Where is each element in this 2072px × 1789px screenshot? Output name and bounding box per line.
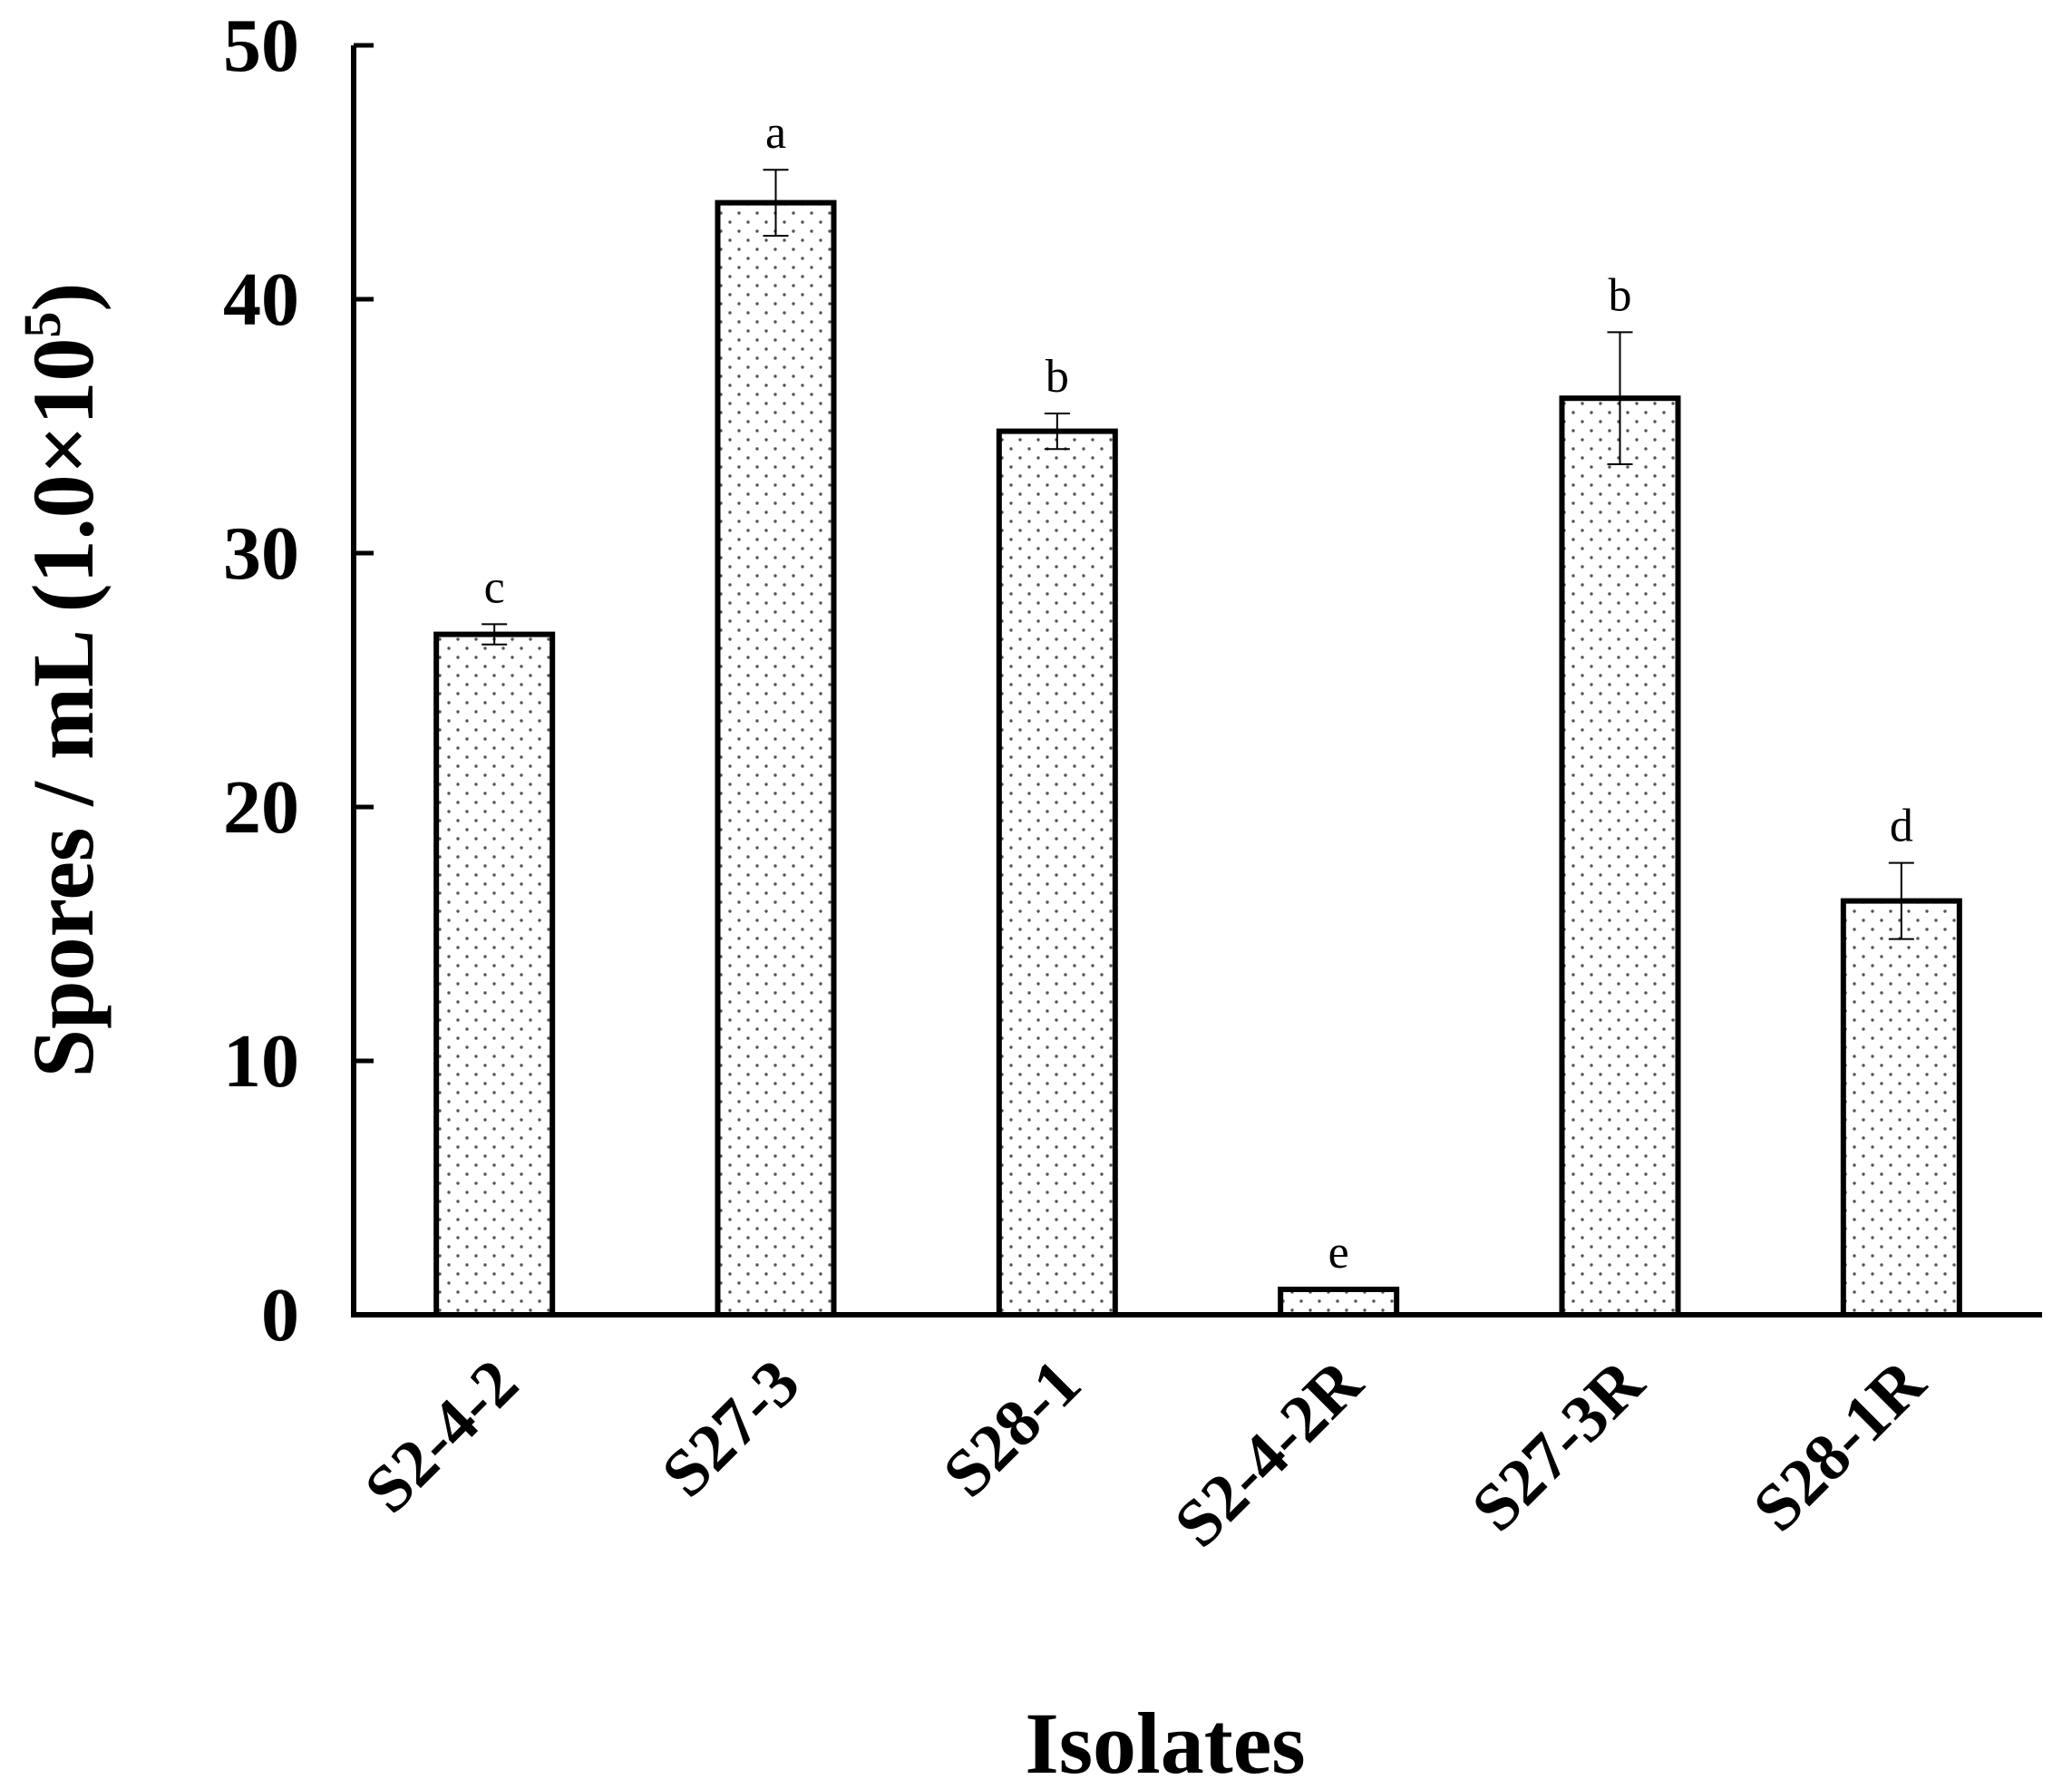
significance-letter: d xyxy=(1890,801,1913,852)
significance-letter: c xyxy=(484,561,505,613)
y-tick-label: 50 xyxy=(223,4,299,88)
y-tick-label: 0 xyxy=(261,1273,299,1357)
x-category-label: S2-4-2R xyxy=(1161,1345,1377,1561)
significance-letter: b xyxy=(1609,269,1632,321)
y-ticks: 0 10 20 30 40 50 xyxy=(223,4,374,1357)
y-tick-label: 10 xyxy=(223,1019,299,1104)
x-category-label: S27-3 xyxy=(648,1346,814,1512)
bar xyxy=(1840,898,1962,1317)
bar xyxy=(433,631,556,1317)
significance-letter: e xyxy=(1328,1227,1349,1279)
bar xyxy=(996,428,1118,1318)
y-tick-label: 30 xyxy=(223,511,299,596)
bar xyxy=(715,199,837,1318)
significance-letter: a xyxy=(765,107,786,159)
significance-letters: c a b e b d xyxy=(484,107,1913,1279)
y-tick-label: 20 xyxy=(223,765,299,850)
y-tick-label: 40 xyxy=(223,258,299,342)
y-axis-title-close: ) xyxy=(15,283,112,312)
x-category-labels: S2-4-2 S27-3 S28-1 S2-4-2R S27-3R S28-1R xyxy=(351,1345,1941,1561)
error-bars xyxy=(482,169,1914,940)
y-axis-title-superscript: 5 xyxy=(13,312,72,338)
bars xyxy=(433,199,1962,1318)
x-category-label: S28-1 xyxy=(929,1346,1095,1512)
y-axis: 0 10 20 30 40 50 xyxy=(223,4,374,1357)
y-axis-title: Spores / mL (1.0×105) xyxy=(13,283,112,1078)
x-category-label: S27-3R xyxy=(1458,1345,1659,1546)
x-category-label: S2-4-2 xyxy=(351,1346,532,1527)
bar xyxy=(1559,395,1681,1317)
x-category-label: S28-1R xyxy=(1739,1345,1941,1546)
x-axis-title: Isolates xyxy=(1025,1695,1305,1789)
y-axis-title-main: Spores / mL (1.0×10 xyxy=(15,338,112,1078)
significance-letter: b xyxy=(1046,351,1069,403)
bar xyxy=(1278,1287,1400,1317)
